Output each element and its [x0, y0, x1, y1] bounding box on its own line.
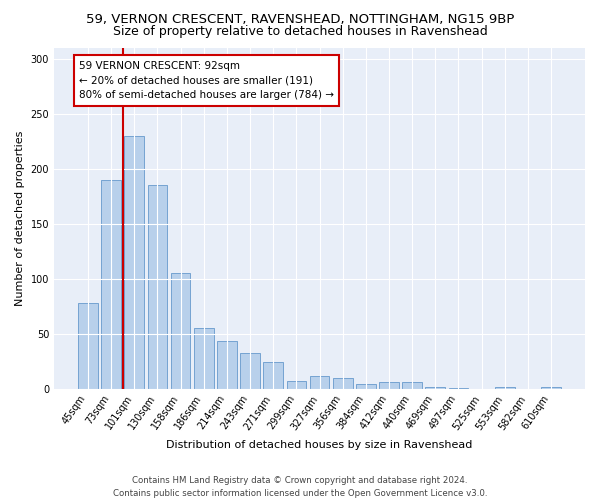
Bar	[217, 342, 237, 388]
Bar	[425, 386, 445, 388]
Bar	[263, 362, 283, 388]
Bar	[287, 381, 306, 388]
Text: 59 VERNON CRESCENT: 92sqm
← 20% of detached houses are smaller (191)
80% of semi: 59 VERNON CRESCENT: 92sqm ← 20% of detac…	[79, 60, 334, 100]
Bar	[171, 273, 190, 388]
Bar	[333, 378, 353, 388]
Text: 59, VERNON CRESCENT, RAVENSHEAD, NOTTINGHAM, NG15 9BP: 59, VERNON CRESCENT, RAVENSHEAD, NOTTING…	[86, 12, 514, 26]
Text: Size of property relative to detached houses in Ravenshead: Size of property relative to detached ho…	[113, 25, 487, 38]
Bar	[541, 386, 561, 388]
Bar	[495, 386, 515, 388]
Bar	[78, 303, 98, 388]
Y-axis label: Number of detached properties: Number of detached properties	[15, 130, 25, 306]
Bar	[379, 382, 399, 388]
Bar	[148, 185, 167, 388]
Bar	[101, 180, 121, 388]
Bar	[124, 136, 144, 388]
X-axis label: Distribution of detached houses by size in Ravenshead: Distribution of detached houses by size …	[166, 440, 473, 450]
Bar	[402, 382, 422, 388]
Bar	[310, 376, 329, 388]
Bar	[194, 328, 214, 388]
Bar	[240, 354, 260, 388]
Text: Contains HM Land Registry data © Crown copyright and database right 2024.
Contai: Contains HM Land Registry data © Crown c…	[113, 476, 487, 498]
Bar	[356, 384, 376, 388]
